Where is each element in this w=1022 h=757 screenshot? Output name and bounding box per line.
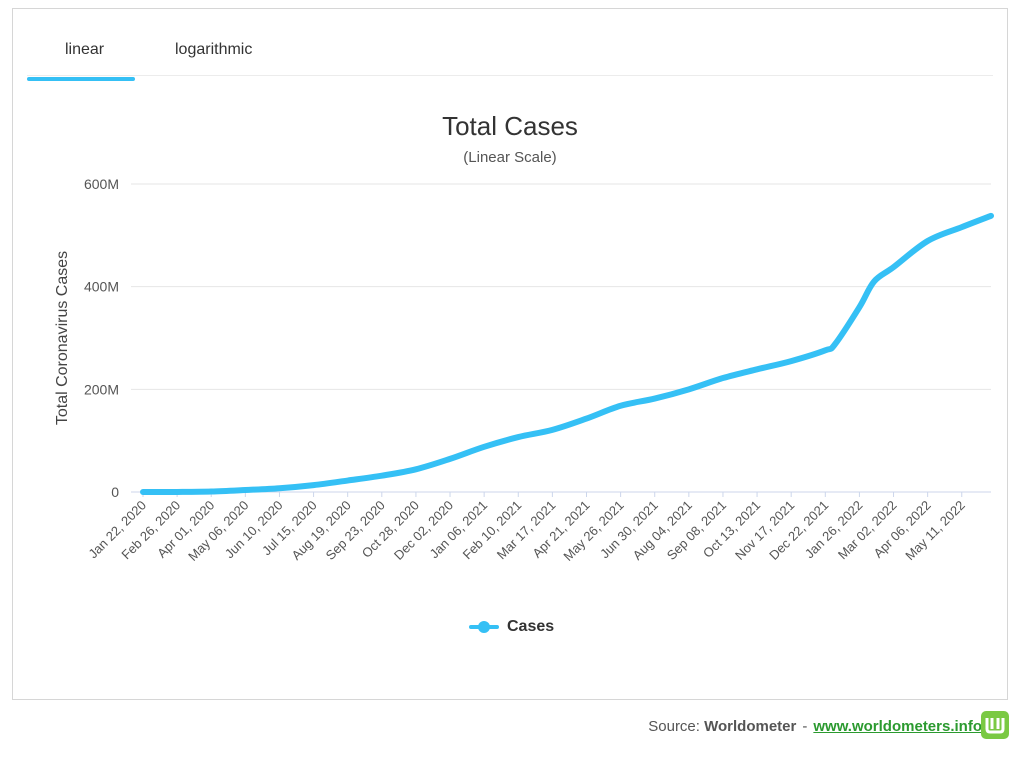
y-tick-label: 0	[111, 484, 119, 500]
scale-tabs: linear logarithmic	[13, 9, 1007, 81]
chart-title: Total Cases	[442, 111, 578, 141]
worldometer-logo-icon	[981, 711, 1009, 739]
source-link[interactable]: www.worldometers.info	[813, 718, 982, 735]
tab-logarithmic[interactable]: logarithmic	[175, 41, 253, 58]
tabs-divider	[27, 75, 993, 76]
y-tick-label: 200M	[84, 381, 119, 397]
source-credit: Source: Worldometer - www.worldometers.i…	[648, 718, 982, 735]
tab-linear[interactable]: linear	[65, 41, 105, 58]
chart-subtitle: (Linear Scale)	[463, 149, 557, 166]
source-name: Worldometer	[704, 718, 797, 735]
legend-swatch-icon	[469, 621, 499, 633]
series-line-cases	[140, 212, 994, 496]
source-separator: -	[802, 718, 808, 735]
active-tab-indicator	[27, 77, 135, 81]
chart-panel: linear logarithmic Total Cases (Linear S…	[12, 8, 1008, 700]
y-tick-label: 400M	[84, 279, 119, 295]
source-prefix: Source:	[648, 718, 700, 735]
y-tick-label: 600M	[84, 176, 119, 192]
y-axis-title: Total Coronavirus Cases	[54, 251, 71, 425]
legend-label: Cases	[507, 618, 555, 635]
legend-item-cases[interactable]: Cases	[469, 618, 554, 636]
